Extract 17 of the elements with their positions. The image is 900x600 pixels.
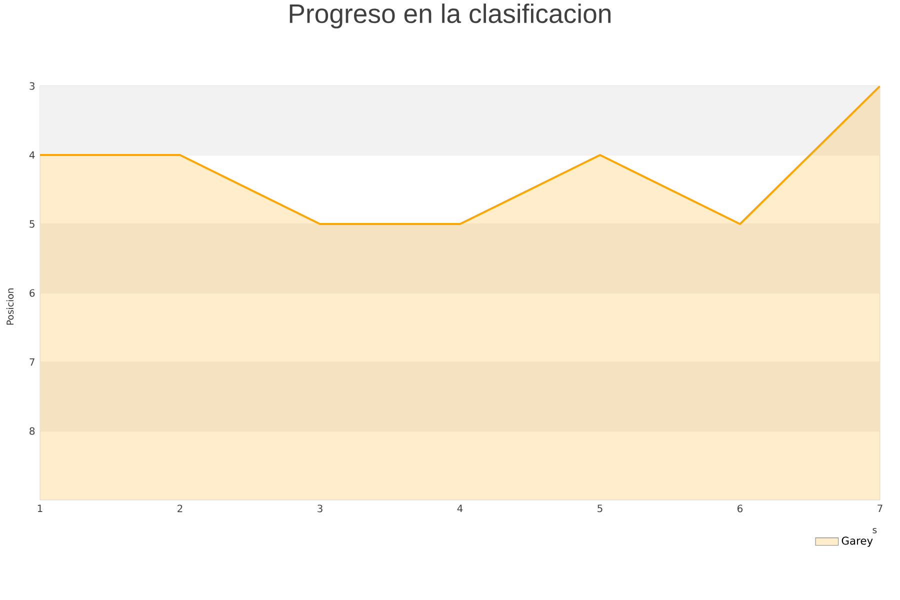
y-axis-title: Posicion	[6, 288, 14, 325]
y-tick-label: 5	[30, 220, 34, 228]
y-tick-label: 6	[30, 289, 35, 297]
x-tick-label: 3	[318, 504, 322, 512]
x-tick-label: 5	[598, 504, 602, 512]
x-tick-label: 7	[878, 504, 882, 512]
x-tick-label: 4	[457, 504, 463, 512]
legend-label: Garey	[842, 536, 873, 547]
y-tick-label: 7	[30, 358, 34, 366]
chart-title: Progreso en la clasificacion	[290, 4, 610, 28]
y-tick-label: 4	[29, 151, 35, 159]
x-tick-label: 2	[178, 504, 182, 512]
x-axis-title: s	[872, 528, 877, 534]
x-tick-label: 1	[38, 504, 42, 512]
x-tick-label: 6	[738, 504, 743, 512]
y-tick-label: 3	[30, 82, 34, 90]
y-tick-label: 8	[30, 427, 35, 435]
